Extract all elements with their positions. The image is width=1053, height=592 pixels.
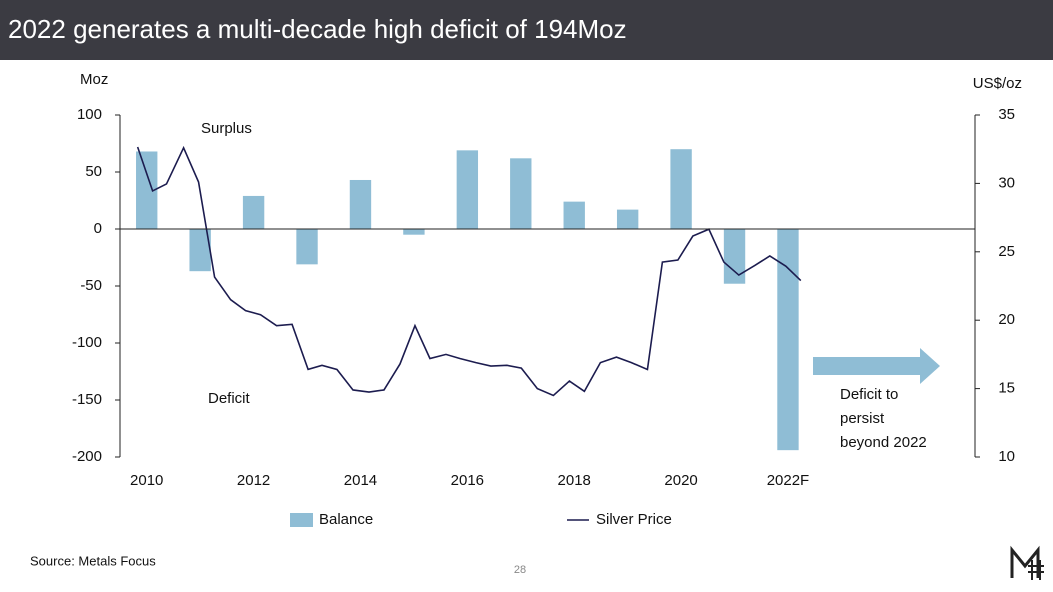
y2-tick-label: 35 [998, 106, 1015, 123]
title-bar [0, 0, 1053, 60]
line [136, 145, 802, 397]
y2-tick-label: 10 [998, 448, 1015, 465]
y2-tick-label: 30 [998, 174, 1015, 191]
annotation: beyond 2022 [840, 434, 927, 451]
y2-axis-label: US$/oz [973, 75, 1022, 92]
y-tick-label: -50 [80, 277, 102, 294]
page-number: 28 [514, 564, 526, 576]
y2-tick-label: 20 [998, 311, 1015, 328]
legend-swatch [290, 513, 313, 527]
arrow [813, 348, 940, 384]
y-tick-label: 0 [94, 220, 102, 237]
bar [563, 201, 585, 229]
x-tick-label: 2018 [558, 472, 591, 489]
y-tick-label: 100 [77, 106, 102, 123]
x-tick-label: 2010 [130, 472, 163, 489]
bar [777, 229, 799, 451]
bar [296, 229, 318, 265]
legend-label: Balance [319, 511, 373, 528]
chart-title: 2022 generates a multi-decade high defic… [8, 14, 627, 44]
logo [1010, 545, 1044, 580]
bar [510, 158, 532, 229]
source: Source: Metals Focus [30, 553, 156, 568]
annotation: Deficit [208, 390, 251, 407]
y-tick-label: -150 [72, 391, 102, 408]
bar [349, 179, 372, 229]
y2-tick-label: 15 [998, 380, 1015, 397]
x-tick-label: 2012 [237, 472, 270, 489]
y-tick-label: -100 [72, 334, 102, 351]
annotation: persist [840, 410, 885, 427]
bar [670, 149, 692, 229]
annotation: Deficit to [840, 386, 898, 403]
x-tick-label: 2014 [344, 472, 377, 489]
y-axis-label: Moz [80, 71, 108, 88]
bar [723, 229, 746, 284]
bar [456, 150, 479, 229]
bar [189, 229, 211, 272]
x-tick-label: 2016 [451, 472, 484, 489]
x-tick-label: 2020 [664, 472, 697, 489]
bar [616, 209, 639, 229]
bar [403, 229, 425, 235]
bar [242, 195, 265, 229]
annotation: Surplus [201, 120, 252, 137]
y-tick-label: -200 [72, 448, 102, 465]
y-tick-label: 50 [85, 163, 102, 180]
bar [136, 151, 158, 229]
legend-label: Silver Price [596, 511, 672, 528]
x-tick-label: 2022F [767, 472, 810, 489]
y2-tick-label: 25 [998, 243, 1015, 260]
